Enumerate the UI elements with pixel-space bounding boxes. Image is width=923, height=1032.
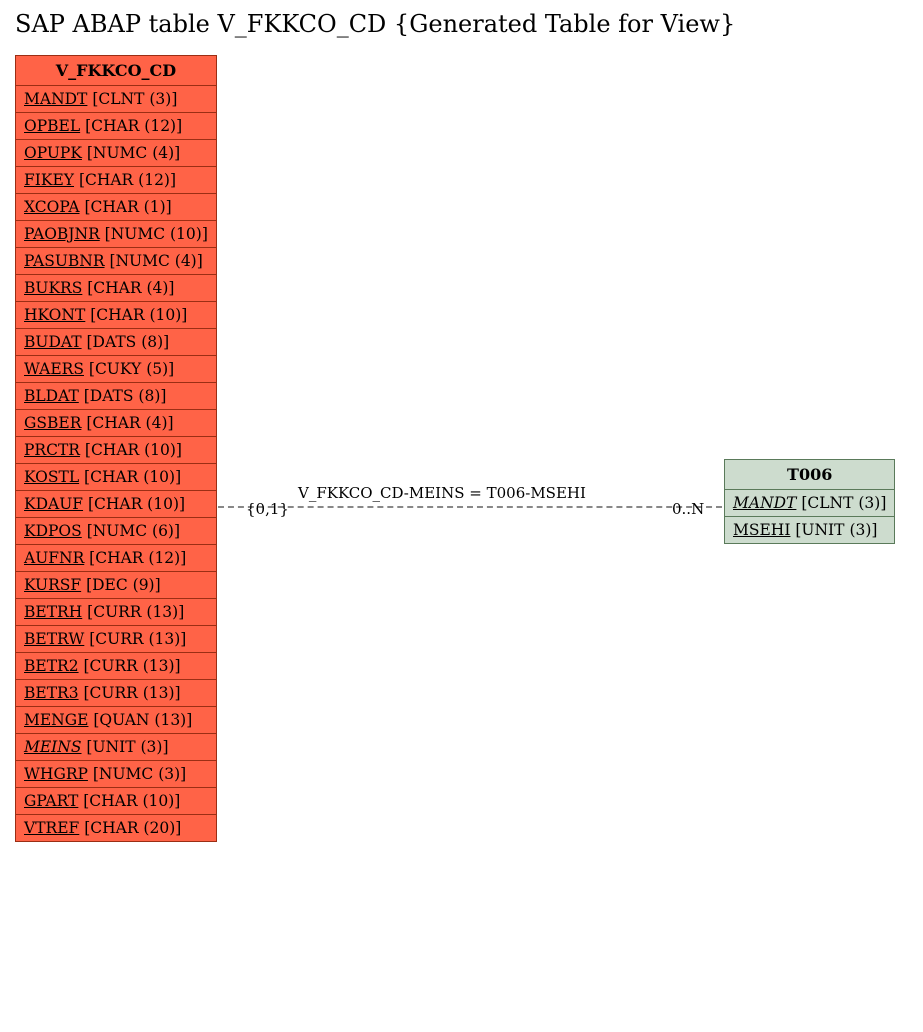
left-field-row: PAOBJNR [NUMC (10)] — [16, 221, 217, 248]
left-field-name: MEINS — [24, 738, 82, 756]
left-field-name: AUFNR — [24, 549, 84, 567]
left-field-type: [CLNT (3)] — [87, 90, 177, 108]
left-field-type: [CURR (13)] — [79, 657, 181, 675]
left-field-row: AUFNR [CHAR (12)] — [16, 545, 217, 572]
left-field-name: BETRH — [24, 603, 82, 621]
left-field-name: MENGE — [24, 711, 88, 729]
left-field-row: BETR2 [CURR (13)] — [16, 653, 217, 680]
left-field-row: XCOPA [CHAR (1)] — [16, 194, 217, 221]
left-field-row: KOSTL [CHAR (10)] — [16, 464, 217, 491]
left-field-type: [CHAR (12)] — [84, 549, 186, 567]
left-field-row: OPBEL [CHAR (12)] — [16, 113, 217, 140]
left-field-type: [CUKY (5)] — [84, 360, 174, 378]
left-field-type: [QUAN (13)] — [88, 711, 192, 729]
left-field-type: [NUMC (4)] — [82, 144, 180, 162]
left-field-name: KOSTL — [24, 468, 79, 486]
left-field-name: BETR3 — [24, 684, 79, 702]
entity-left-header: V_FKKCO_CD — [16, 56, 217, 86]
left-field-name: KDAUF — [24, 495, 83, 513]
left-field-name: BUKRS — [24, 279, 82, 297]
left-field-row: BUKRS [CHAR (4)] — [16, 275, 217, 302]
left-field-name: MANDT — [24, 90, 87, 108]
left-field-row: GSBER [CHAR (4)] — [16, 410, 217, 437]
left-field-name: GPART — [24, 792, 78, 810]
entity-left: V_FKKCO_CD MANDT [CLNT (3)]OPBEL [CHAR (… — [15, 55, 217, 842]
left-field-name: HKONT — [24, 306, 85, 324]
left-field-type: [NUMC (6)] — [82, 522, 180, 540]
left-field-type: [DATS (8)] — [79, 387, 167, 405]
left-field-row: PRCTR [CHAR (10)] — [16, 437, 217, 464]
left-field-name: BUDAT — [24, 333, 82, 351]
right-field-row: MSEHI [UNIT (3)] — [725, 517, 895, 544]
left-field-row: MEINS [UNIT (3)] — [16, 734, 217, 761]
left-field-row: VTREF [CHAR (20)] — [16, 815, 217, 842]
left-field-row: WAERS [CUKY (5)] — [16, 356, 217, 383]
left-field-row: KDPOS [NUMC (6)] — [16, 518, 217, 545]
left-field-row: WHGRP [NUMC (3)] — [16, 761, 217, 788]
cardinality-right: 0..N — [672, 500, 704, 518]
left-field-type: [CHAR (1)] — [80, 198, 172, 216]
left-field-type: [DEC (9)] — [81, 576, 161, 594]
right-field-row: MANDT [CLNT (3)] — [725, 490, 895, 517]
left-field-name: VTREF — [24, 819, 79, 837]
left-field-row: OPUPK [NUMC (4)] — [16, 140, 217, 167]
left-field-row: BETRW [CURR (13)] — [16, 626, 217, 653]
left-field-row: BUDAT [DATS (8)] — [16, 329, 217, 356]
right-field-name: MANDT — [733, 494, 796, 512]
left-field-name: OPBEL — [24, 117, 80, 135]
left-field-type: [CHAR (10)] — [79, 468, 181, 486]
left-field-row: BLDAT [DATS (8)] — [16, 383, 217, 410]
left-field-name: PAOBJNR — [24, 225, 100, 243]
right-field-type: [CLNT (3)] — [796, 494, 886, 512]
left-field-row: KDAUF [CHAR (10)] — [16, 491, 217, 518]
left-field-type: [CHAR (10)] — [85, 306, 187, 324]
left-field-type: [CHAR (20)] — [79, 819, 181, 837]
left-field-type: [CHAR (4)] — [82, 279, 174, 297]
left-field-type: [CHAR (10)] — [78, 792, 180, 810]
left-field-name: KURSF — [24, 576, 81, 594]
left-field-type: [CURR (13)] — [79, 684, 181, 702]
left-field-row: FIKEY [CHAR (12)] — [16, 167, 217, 194]
left-field-name: BETRW — [24, 630, 84, 648]
left-field-name: KDPOS — [24, 522, 82, 540]
left-field-name: WHGRP — [24, 765, 88, 783]
left-field-row: BETR3 [CURR (13)] — [16, 680, 217, 707]
left-field-row: PASUBNR [NUMC (4)] — [16, 248, 217, 275]
left-field-type: [CHAR (10)] — [83, 495, 185, 513]
relationship-label: V_FKKCO_CD-MEINS = T006-MSEHI — [298, 484, 586, 502]
left-field-type: [CHAR (4)] — [81, 414, 173, 432]
left-field-type: [CURR (13)] — [84, 630, 186, 648]
left-field-name: PASUBNR — [24, 252, 105, 270]
left-field-name: XCOPA — [24, 198, 80, 216]
left-field-name: PRCTR — [24, 441, 80, 459]
relationship-line — [218, 506, 722, 508]
left-field-type: [CURR (13)] — [82, 603, 184, 621]
left-field-type: [DATS (8)] — [82, 333, 170, 351]
left-field-type: [NUMC (3)] — [88, 765, 186, 783]
left-field-name: OPUPK — [24, 144, 82, 162]
left-field-name: GSBER — [24, 414, 81, 432]
left-field-row: MANDT [CLNT (3)] — [16, 86, 217, 113]
left-field-name: WAERS — [24, 360, 84, 378]
cardinality-left: {0,1} — [246, 500, 289, 518]
entity-right: T006 MANDT [CLNT (3)]MSEHI [UNIT (3)] — [724, 459, 895, 544]
left-field-row: MENGE [QUAN (13)] — [16, 707, 217, 734]
left-field-name: BLDAT — [24, 387, 79, 405]
entity-right-header: T006 — [725, 460, 895, 490]
right-field-name: MSEHI — [733, 521, 790, 539]
left-field-type: [NUMC (4)] — [105, 252, 203, 270]
left-field-type: [CHAR (10)] — [80, 441, 182, 459]
left-field-row: BETRH [CURR (13)] — [16, 599, 217, 626]
left-field-row: KURSF [DEC (9)] — [16, 572, 217, 599]
page-title: SAP ABAP table V_FKKCO_CD {Generated Tab… — [15, 10, 735, 38]
left-field-type: [CHAR (12)] — [74, 171, 176, 189]
left-field-type: [NUMC (10)] — [100, 225, 208, 243]
left-field-name: BETR2 — [24, 657, 79, 675]
left-field-row: GPART [CHAR (10)] — [16, 788, 217, 815]
left-field-name: FIKEY — [24, 171, 74, 189]
left-field-type: [CHAR (12)] — [80, 117, 182, 135]
left-field-row: HKONT [CHAR (10)] — [16, 302, 217, 329]
left-field-type: [UNIT (3)] — [82, 738, 169, 756]
right-field-type: [UNIT (3)] — [790, 521, 877, 539]
